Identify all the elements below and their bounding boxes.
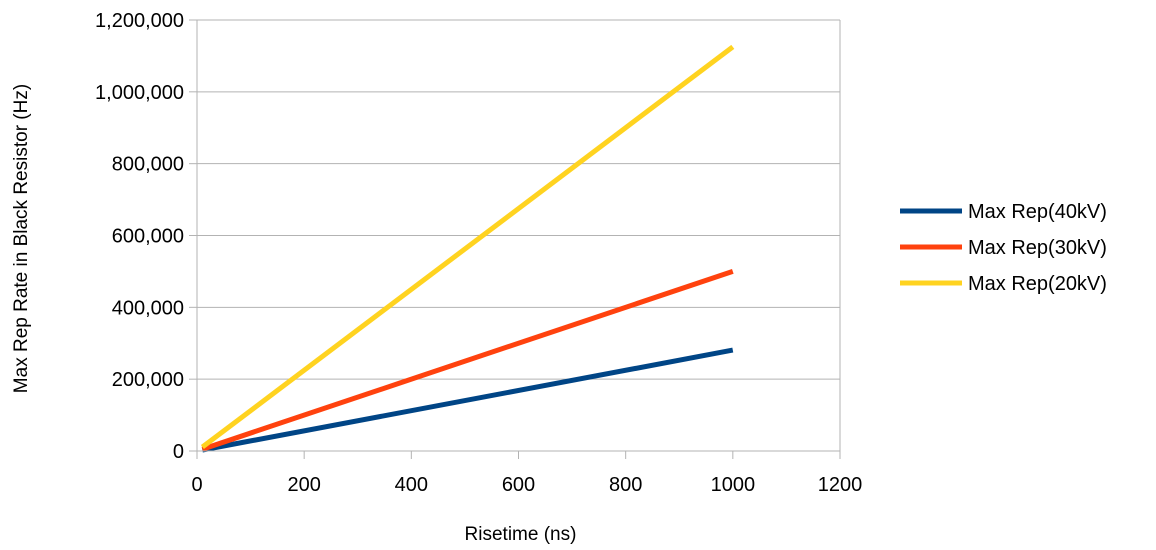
x-tick-label: 1000 bbox=[711, 474, 756, 496]
gridlines bbox=[197, 19, 840, 452]
y-tick-label: 1,000,000 bbox=[95, 82, 184, 104]
y-tick-label: 1,200,000 bbox=[95, 10, 184, 32]
x-tick-label: 600 bbox=[502, 474, 535, 496]
legend: Max Rep(40kV) Max Rep(30kV) Max Rep(20kV) bbox=[900, 201, 1107, 295]
y-tick-label: 200,000 bbox=[112, 369, 184, 391]
series-line-3 bbox=[200, 44, 735, 449]
series-line-2 bbox=[201, 269, 734, 452]
x-tick-label: 800 bbox=[609, 474, 642, 496]
x-tick-label: 200 bbox=[287, 474, 320, 496]
y-tick-label: 600,000 bbox=[112, 226, 184, 248]
x-tick-label: 400 bbox=[395, 474, 428, 496]
axes: 0 200,000 400,000 600,000 800,000 1,000,000 1,… bbox=[95, 10, 862, 496]
x-tick-label: 0 bbox=[191, 474, 202, 496]
y-tick-label: 800,000 bbox=[112, 154, 184, 176]
y-axis-title: Max Rep Rate in Black Resistor (Hz) bbox=[11, 84, 32, 393]
y-tick-label: 400,000 bbox=[112, 297, 184, 319]
legend-label: Max Rep(40kV) bbox=[968, 201, 1107, 223]
legend-label: Max Rep(30kV) bbox=[968, 237, 1107, 259]
x-axis-title: Risetime (ns) bbox=[465, 524, 577, 545]
series-lines bbox=[200, 44, 735, 453]
legend-label: Max Rep(20kV) bbox=[968, 273, 1107, 295]
x-tick-label: 1200 bbox=[818, 474, 863, 496]
y-tick-label: 0 bbox=[173, 441, 184, 463]
series-line-1 bbox=[201, 347, 734, 453]
